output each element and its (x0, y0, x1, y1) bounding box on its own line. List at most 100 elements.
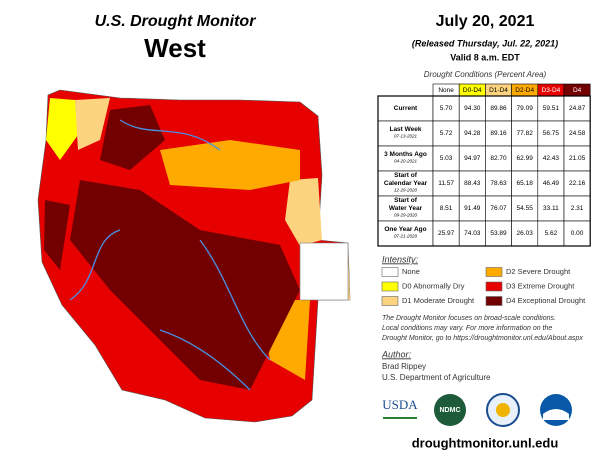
legend-swatch (485, 281, 503, 292)
map (37, 89, 351, 423)
cell-value: 74.03 (464, 230, 481, 237)
row-label: Start of (394, 172, 418, 179)
data-cell (432, 220, 460, 247)
data-cell (537, 220, 565, 247)
cell-value: 82.70 (490, 155, 507, 162)
cell-value: 8.51 (440, 205, 453, 212)
cell-value: 76.07 (490, 205, 507, 212)
column-header: D1-D4 (489, 87, 508, 94)
table: None D0-D4 D1-D4 D2-D4 D3-D4 D4 Current 5.70 94.… (377, 83, 591, 247)
row-date: 04-20-2021 (394, 159, 418, 164)
legend-title: Intensity: (382, 254, 419, 264)
cell-value: 5.70 (440, 105, 453, 112)
usda-logo: USDA (382, 397, 418, 412)
row-label: Last Week (389, 126, 421, 133)
row-date: 07-21-2020 (394, 234, 418, 239)
row-label: Current (394, 105, 418, 112)
date: July 20, 2021 (436, 13, 535, 30)
cell-value: 78.63 (490, 180, 507, 187)
cell-value: 26.03 (517, 230, 534, 237)
legend-swatch (381, 267, 399, 277)
column-header: None (438, 87, 454, 94)
static-text: U.S. Drought Monitor West July 20, 2021 … (95, 13, 584, 450)
column-header: D0-D4 (463, 87, 482, 94)
author-org: U.S. Department of Agriculture (382, 373, 491, 382)
cell-value: 65.18 (517, 180, 534, 187)
row-date: 09-29-2020 (394, 213, 418, 218)
column-header: D4 (573, 87, 582, 94)
cell-value: 79.09 (517, 105, 534, 112)
cell-value: 53.89 (490, 230, 507, 237)
cell-value: 22.16 (569, 180, 586, 187)
cell-value: 77.82 (517, 130, 534, 137)
cell-value: 54.55 (517, 205, 534, 212)
cell-value: 11.57 (438, 180, 454, 187)
doc-logo-center (496, 403, 510, 417)
data-cell (537, 195, 565, 222)
row-label-cell (377, 170, 434, 197)
cell-value: 59.51 (543, 105, 560, 112)
row-label: One Year Ago (384, 226, 426, 233)
d4-area (44, 200, 70, 270)
data-cell (458, 170, 486, 197)
cell-value: 88.43 (464, 180, 481, 187)
cell-value: 46.49 (543, 180, 560, 187)
cell-value: 5.62 (545, 230, 558, 237)
table-caption: Drought Conditions (Percent Area) (424, 70, 547, 79)
title: U.S. Drought Monitor (95, 13, 257, 30)
note-line: Local conditions may vary. For more info… (382, 325, 552, 332)
cell-value: 33.11 (543, 205, 559, 212)
author-name: Brad Rippey (382, 362, 426, 371)
data-cell (458, 195, 486, 222)
d1-area (75, 98, 110, 150)
cell-value: 24.58 (569, 130, 586, 137)
noaa-logo-wave (543, 409, 569, 420)
data-cell (511, 220, 539, 247)
region: West (144, 33, 206, 63)
row-label: Start of (394, 197, 418, 204)
author-heading: Author: (381, 349, 412, 359)
rivers (69, 119, 271, 391)
valid: Valid 8 a.m. EDT (450, 52, 520, 62)
row-date: 07-13-2021 (394, 134, 418, 139)
data-cell (537, 95, 565, 122)
row-date: 12-29-2020 (394, 188, 418, 193)
data-cell (432, 145, 460, 172)
legend-swatch (485, 296, 503, 306)
legend-swatch (485, 267, 503, 277)
column-header: D3-D4 (542, 87, 561, 94)
footer-url: droughtmonitor.unl.edu (412, 435, 559, 450)
data-cell (563, 145, 591, 172)
cell-value: 89.16 (490, 130, 507, 137)
cell-value: 42.43 (543, 155, 560, 162)
cell-value: 94.28 (464, 130, 481, 137)
table-border (377, 95, 591, 247)
cell-value: 89.86 (490, 105, 507, 112)
ndmc-logo (434, 394, 466, 426)
legend-label: D4 Exceptional Drought (506, 296, 586, 305)
data-cell (537, 120, 565, 147)
data-cell (563, 95, 591, 122)
cell-value: 24.87 (569, 105, 586, 112)
released: (Released Thursday, Jul. 22, 2021) (412, 38, 558, 48)
row-label: Water Year (389, 205, 423, 212)
d1-area (285, 178, 322, 246)
cell-value: 91.49 (464, 205, 481, 212)
cell-value: 94.30 (464, 105, 481, 112)
plains-states (299, 242, 349, 301)
legend: None D0 Abnormally Dry D1 Moderate Drought… (381, 267, 586, 306)
cell-value: 94.97 (464, 155, 481, 162)
column-header: D2-D4 (515, 87, 534, 94)
legend-label: D1 Moderate Drought (402, 296, 475, 305)
data-cell (432, 195, 460, 222)
note-line: Drought Monitor, go to https://droughtmo… (382, 335, 583, 342)
cell-value: 56.75 (543, 130, 560, 137)
legend-label: D2 Severe Drought (506, 267, 571, 276)
cell-value: 2.31 (571, 205, 584, 212)
cell-value: 62.99 (517, 155, 534, 162)
row-label: 3 Months Ago (384, 151, 427, 158)
data-cell (511, 95, 539, 122)
row-label-cell (377, 95, 434, 122)
legend-label: D0 Abnormally Dry (402, 281, 465, 290)
cell-value: 5.03 (440, 155, 453, 162)
